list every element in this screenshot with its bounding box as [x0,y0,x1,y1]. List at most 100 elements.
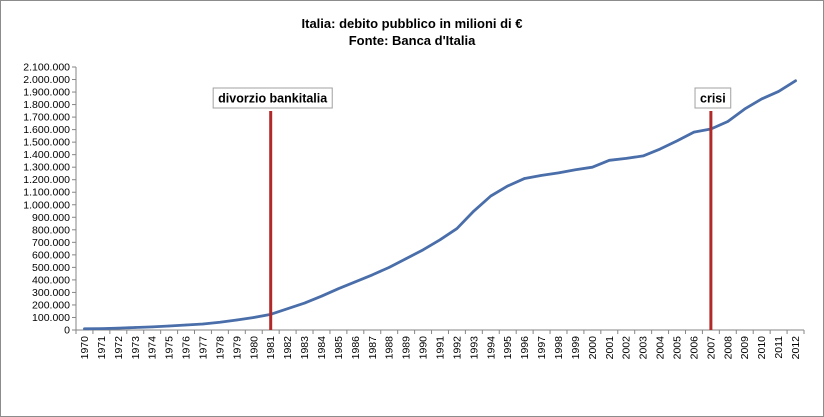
annotation-label: divorzio bankitalia [218,92,328,106]
x-tick-label: 1992 [451,336,463,360]
series-line [83,79,797,331]
y-tick-label: 0 [64,325,70,337]
x-tick-label: 2011 [773,336,785,359]
data-point [117,326,120,330]
data-point [286,307,289,310]
data-point [438,238,442,242]
data-point [794,79,797,82]
x-tick-label: 2006 [688,336,700,360]
y-tick-label: 700.000 [32,237,70,249]
data-point [134,326,137,329]
data-point [320,294,323,298]
y-tick-label: 500.000 [32,262,70,274]
x-tick-label: 1970 [79,336,91,360]
annotation-box [212,87,333,109]
data-point [658,147,662,151]
y-tick-label: 800.000 [32,224,70,236]
y-axis-tick-labels: 0100.000200.000300.000400.000500.000600.… [23,62,76,337]
data-point [641,154,645,158]
x-tick-label: 1976 [181,336,193,360]
y-tick-label: 1.300.000 [23,162,70,174]
x-tick-label: 1994 [485,336,497,360]
data-point [184,323,188,327]
x-tick-label: 1983 [299,336,311,360]
y-tick-label: 1.700.000 [23,112,70,124]
data-point [743,107,746,111]
y-tick-label: 1.400.000 [23,149,70,161]
x-tick-label: 1988 [384,336,396,360]
data-point [608,159,611,162]
y-tick-label: 2.100.000 [23,62,70,74]
x-tick-label: 2010 [756,336,768,360]
x-tick-label: 2005 [672,336,684,360]
x-tick-label: 2007 [705,336,717,360]
axes [75,67,804,331]
chart-subtitle: Fonte: Banca d'Italia [349,33,476,48]
x-tick-label: 1977 [197,336,209,360]
y-tick-label: 1.100.000 [23,187,70,199]
x-tick-label: 1991 [435,336,447,360]
x-tick-label: 1972 [113,336,125,360]
data-point [83,327,86,330]
data-point [455,227,459,230]
data-point [591,165,594,169]
x-axis-tick-labels: 1970 1971 1972 1973 1974 1975 1976 1977 1978 1979… [75,330,805,360]
x-tick-label: 1971 [96,336,108,360]
y-tick-label: 2.000.000 [23,74,70,86]
data-point [557,171,560,175]
y-tick-label: 300.000 [32,287,70,299]
x-tick-label: 2008 [722,336,734,360]
x-tick-label: 2001 [604,336,616,360]
data-point [675,139,679,143]
data-point [506,184,509,188]
x-tick-label: 2003 [638,336,650,360]
x-tick-label: 1995 [502,336,514,360]
y-tick-label: 200.000 [32,299,70,311]
data-point [218,321,222,324]
x-tick-label: 1998 [553,336,565,360]
x-tick-label: 1986 [350,336,362,360]
data-point [692,130,696,134]
y-tick-label: 1.200.000 [23,174,70,186]
y-tick-label: 100.000 [32,312,70,324]
data-point [523,177,526,180]
data-point [777,90,780,93]
data-point [100,327,103,330]
y-tick-label: 1.800.000 [23,99,70,111]
y-tick-label: 900.000 [32,212,70,224]
x-tick-label: 1990 [418,336,430,360]
data-point [625,157,628,160]
x-tick-label: 1993 [468,336,480,360]
annotations: divorzio bankitalia crisi [212,87,732,330]
x-tick-label: 1985 [333,336,345,360]
y-tick-label: 1.900.000 [23,87,70,99]
x-tick-label: 1980 [248,336,260,360]
x-tick-label: 1996 [519,336,531,360]
data-point [167,324,171,328]
data-point [303,301,306,305]
y-tick-label: 400.000 [32,274,70,286]
data-point [150,325,154,329]
chart-title: Italia: debito pubblico in milioni di € [302,16,523,31]
data-point [404,257,408,260]
x-tick-label: 2000 [587,336,599,360]
x-tick-label: 1989 [401,336,413,360]
data-point [371,273,374,277]
x-tick-label: 2004 [655,336,667,360]
x-tick-label: 2012 [790,336,802,360]
data-point [354,280,357,283]
annotation-box [694,87,732,109]
x-tick-label: 2002 [621,336,633,360]
data-point [472,209,476,213]
data-point [201,322,205,326]
annotation-label: crisi [700,92,726,106]
x-tick-label: 1982 [282,336,294,360]
x-tick-label: 2009 [739,336,751,360]
y-tick-label: 600.000 [32,249,70,261]
data-point [540,174,543,177]
y-tick-label: 1.500.000 [23,137,70,149]
data-point [337,287,340,290]
x-tick-label: 1975 [164,336,176,360]
x-tick-label: 1973 [130,336,142,360]
